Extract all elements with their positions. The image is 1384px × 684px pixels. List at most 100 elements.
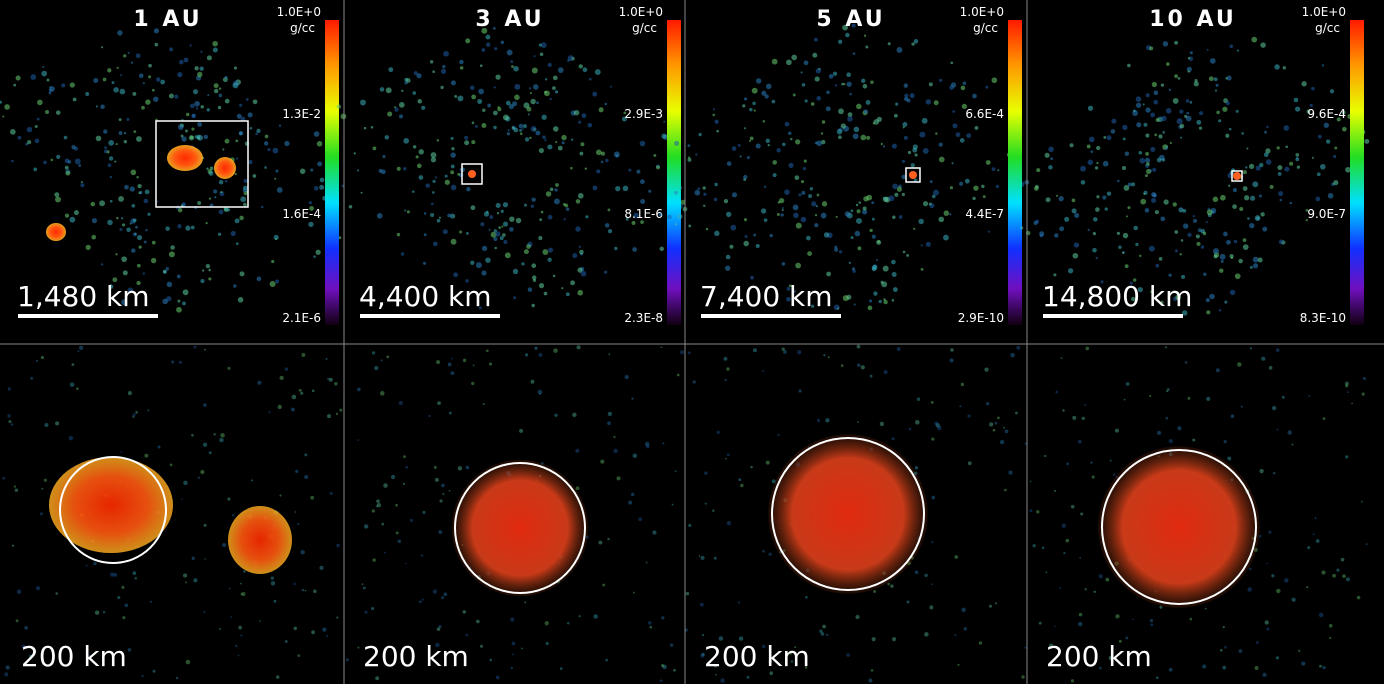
particle (432, 191, 435, 194)
particle (1366, 543, 1368, 545)
colorbar-label: 6.6E-4 (965, 107, 1004, 121)
particle (788, 131, 791, 134)
particle (1085, 347, 1089, 351)
particle (796, 223, 802, 229)
particle (1255, 215, 1261, 221)
particle (1322, 64, 1324, 66)
particle (1095, 207, 1100, 212)
zoom-scale-label: 200 km (363, 640, 469, 673)
particle (1318, 135, 1322, 139)
particle (961, 383, 964, 386)
particle (648, 621, 652, 625)
particle (178, 124, 184, 130)
particle (777, 434, 779, 436)
particle (1117, 232, 1120, 235)
particle (816, 205, 818, 207)
particle (243, 179, 247, 183)
particle (801, 71, 803, 73)
particle (1163, 41, 1168, 46)
particle (265, 135, 269, 139)
particle (1323, 417, 1326, 420)
particle (1149, 395, 1151, 397)
particle (903, 126, 905, 128)
particle (786, 59, 792, 65)
particle (1105, 207, 1108, 210)
particle (196, 107, 198, 109)
particle (271, 581, 275, 585)
particle (116, 143, 118, 145)
particle (738, 601, 740, 603)
particle (169, 47, 173, 51)
particle (869, 679, 873, 683)
particle (54, 192, 59, 197)
panel-title: 10 AU (1149, 7, 1237, 32)
particle (1111, 129, 1116, 134)
particle (703, 186, 706, 189)
particle (558, 67, 564, 73)
particle (49, 86, 51, 88)
particle (782, 209, 784, 211)
particle (1068, 268, 1073, 273)
particle (214, 83, 219, 88)
particle (219, 438, 223, 442)
particle (401, 90, 403, 92)
particle (119, 118, 122, 121)
particle (1078, 440, 1082, 444)
particle (103, 129, 107, 133)
particle (776, 148, 780, 152)
particle (673, 669, 676, 672)
particle (302, 589, 304, 591)
particle (616, 154, 619, 157)
particle (336, 544, 339, 547)
particle (670, 644, 673, 647)
particle (78, 350, 80, 352)
particle (403, 167, 406, 170)
particle (638, 517, 642, 521)
particle (243, 203, 247, 207)
particle (1207, 49, 1209, 51)
particle (1174, 230, 1178, 234)
particle (1033, 544, 1036, 547)
particle (484, 211, 489, 216)
particle (1039, 231, 1044, 236)
particle (519, 129, 522, 132)
particle (747, 156, 750, 159)
particle (274, 178, 276, 180)
particle (894, 193, 898, 197)
particle (454, 95, 457, 98)
particle (1207, 209, 1213, 215)
particle (121, 451, 123, 453)
particle (966, 133, 971, 138)
particle (628, 501, 632, 505)
particle (1159, 606, 1162, 609)
particle (1292, 598, 1296, 602)
particle (101, 263, 103, 265)
particle (577, 345, 581, 349)
particle (533, 279, 536, 282)
particle (904, 97, 908, 101)
particle (1174, 74, 1178, 78)
particle (772, 59, 778, 65)
particle (42, 66, 44, 68)
particle (208, 269, 211, 272)
particle (1149, 169, 1152, 172)
particle (493, 237, 497, 241)
particle (1096, 146, 1100, 150)
particle (432, 70, 435, 73)
particle (1054, 490, 1056, 492)
particle (539, 148, 544, 153)
particle (704, 471, 708, 475)
zoom-scale-label: 200 km (21, 640, 127, 673)
particle (770, 234, 773, 237)
particle (310, 168, 313, 171)
particle (213, 433, 215, 435)
particle (1154, 90, 1159, 95)
particle (778, 201, 781, 204)
particle (513, 66, 518, 71)
particle (895, 103, 898, 106)
particle (1044, 455, 1046, 457)
particle (197, 72, 202, 77)
particle (568, 55, 574, 61)
particle (570, 167, 573, 170)
particle (762, 550, 765, 553)
